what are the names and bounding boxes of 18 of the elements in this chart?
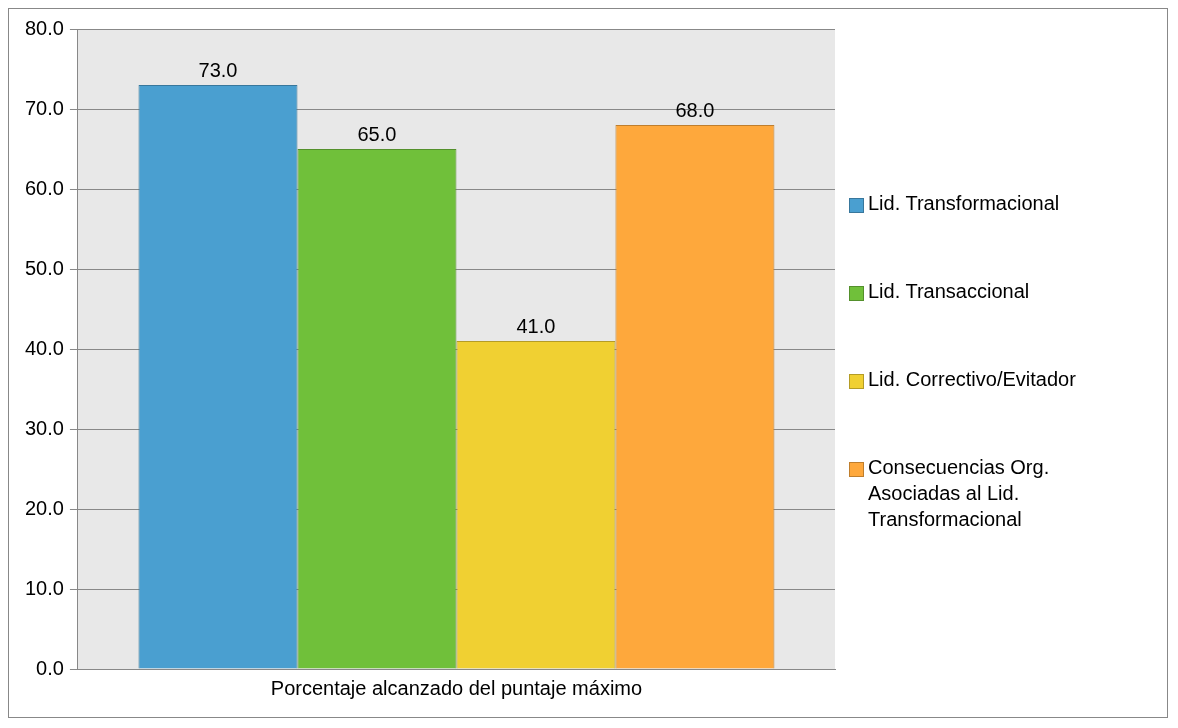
y-tick-label: 0.0 [36, 656, 64, 679]
y-tick-label: 10.0 [24, 576, 64, 599]
legend-label: Consecuencias Org. Asociadas al Lid. Transformacional [868, 455, 1051, 532]
y-tick-label: 40.0 [24, 336, 64, 359]
legend-label: Lid. Correctivo/Evitador [868, 367, 1076, 392]
x-tick-label: Porcentaje alcanzado del puntaje máximo [270, 676, 643, 699]
data-label: 65.0 [357, 122, 397, 145]
legend-label: Lid. Transaccional [868, 279, 1030, 304]
y-tick-label: 80.0 [24, 16, 64, 39]
legend-label: Lid. Transformacional [868, 191, 1060, 216]
y-tick-label: 60.0 [24, 176, 64, 199]
data-label: 68.0 [675, 98, 715, 121]
data-label: 73.0 [198, 58, 238, 81]
data-label: 41.0 [516, 314, 556, 337]
y-tick-label: 30.0 [24, 416, 64, 439]
y-tick-label: 50.0 [24, 256, 64, 279]
y-tick-label: 70.0 [24, 96, 64, 119]
y-tick-label: 20.0 [24, 496, 64, 519]
